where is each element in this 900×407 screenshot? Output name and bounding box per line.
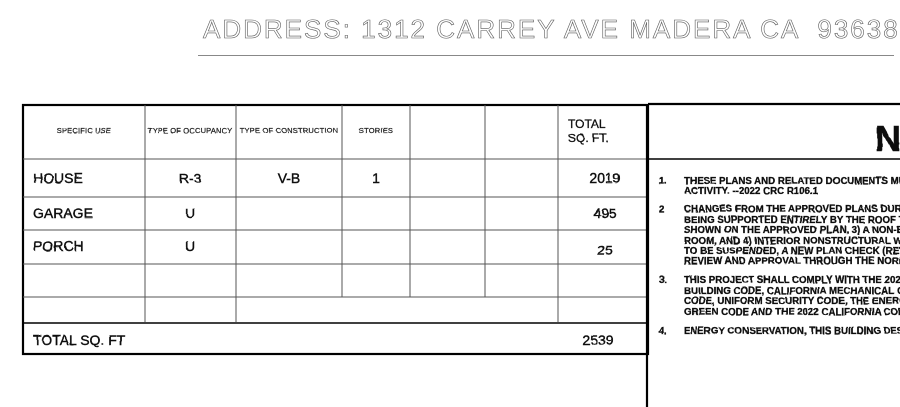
svg-text:TOTAL SQ. FT: TOTAL SQ. FT bbox=[33, 332, 126, 348]
svg-text:CODE, UNIFORM SECURITY CODE, T: CODE, UNIFORM SECURITY CODE, THE ENERGY … bbox=[684, 296, 900, 307]
svg-text:ENERGY CONSERVATION, THIS BUIL: ENERGY CONSERVATION, THIS BUILDING DESIG… bbox=[684, 326, 900, 337]
svg-text:TYPE OF CONSTRUCTION: TYPE OF CONSTRUCTION bbox=[240, 126, 339, 135]
svg-text:GARAGE: GARAGE bbox=[33, 205, 93, 221]
svg-text:ACTIVITY. --2022 CRC R106.1: ACTIVITY. --2022 CRC R106.1 bbox=[684, 186, 819, 197]
svg-text:1.: 1. bbox=[659, 176, 667, 187]
svg-text:GREEN CODE AND THE 2022 CALIFO: GREEN CODE AND THE 2022 CALIFORNIA CODE bbox=[684, 307, 900, 318]
svg-text:2019: 2019 bbox=[589, 170, 620, 186]
svg-text:HOUSE: HOUSE bbox=[33, 170, 83, 186]
svg-text:25: 25 bbox=[597, 242, 613, 258]
svg-text:U: U bbox=[185, 238, 195, 254]
svg-text:CHANGES FROM THE APPROVED PLAN: CHANGES FROM THE APPROVED PLANS DURING C… bbox=[684, 204, 900, 215]
svg-text:U: U bbox=[185, 205, 195, 221]
svg-text:STORIES: STORIES bbox=[359, 126, 393, 135]
svg-text:NOTES: NOTES bbox=[875, 118, 900, 159]
svg-text:PORCH: PORCH bbox=[33, 238, 84, 254]
svg-text:THIS PROJECT SHALL COMPLY WITH: THIS PROJECT SHALL COMPLY WITH THE 2022 … bbox=[684, 275, 900, 286]
svg-text:TYPE OF OCCUPANCY: TYPE OF OCCUPANCY bbox=[148, 126, 233, 135]
svg-text:V-B: V-B bbox=[278, 170, 301, 186]
svg-text:ADDRESS: 1312 CARREY AVE MADER: ADDRESS: 1312 CARREY AVE MADERA CA 93638 bbox=[203, 14, 900, 44]
svg-text:2: 2 bbox=[659, 204, 664, 215]
svg-text:TOTAL: TOTAL bbox=[568, 117, 606, 131]
svg-text:REVIEW AND APPROVAL THROUGH TH: REVIEW AND APPROVAL THROUGH THE NORMAL P… bbox=[684, 256, 900, 267]
svg-text:4.: 4. bbox=[659, 326, 667, 337]
svg-text:495: 495 bbox=[593, 205, 617, 221]
svg-text:3.: 3. bbox=[659, 275, 667, 286]
svg-text:SPECIFIC USE: SPECIFIC USE bbox=[57, 126, 112, 135]
svg-text:SQ. FT.: SQ. FT. bbox=[568, 131, 609, 145]
svg-text:2539: 2539 bbox=[582, 332, 613, 348]
svg-text:1: 1 bbox=[372, 170, 380, 186]
svg-text:R-3: R-3 bbox=[179, 170, 202, 186]
svg-text:SHOWN ON THE APPROVED PLAN, 3): SHOWN ON THE APPROVED PLAN, 3) A NON-BEA… bbox=[684, 225, 900, 236]
